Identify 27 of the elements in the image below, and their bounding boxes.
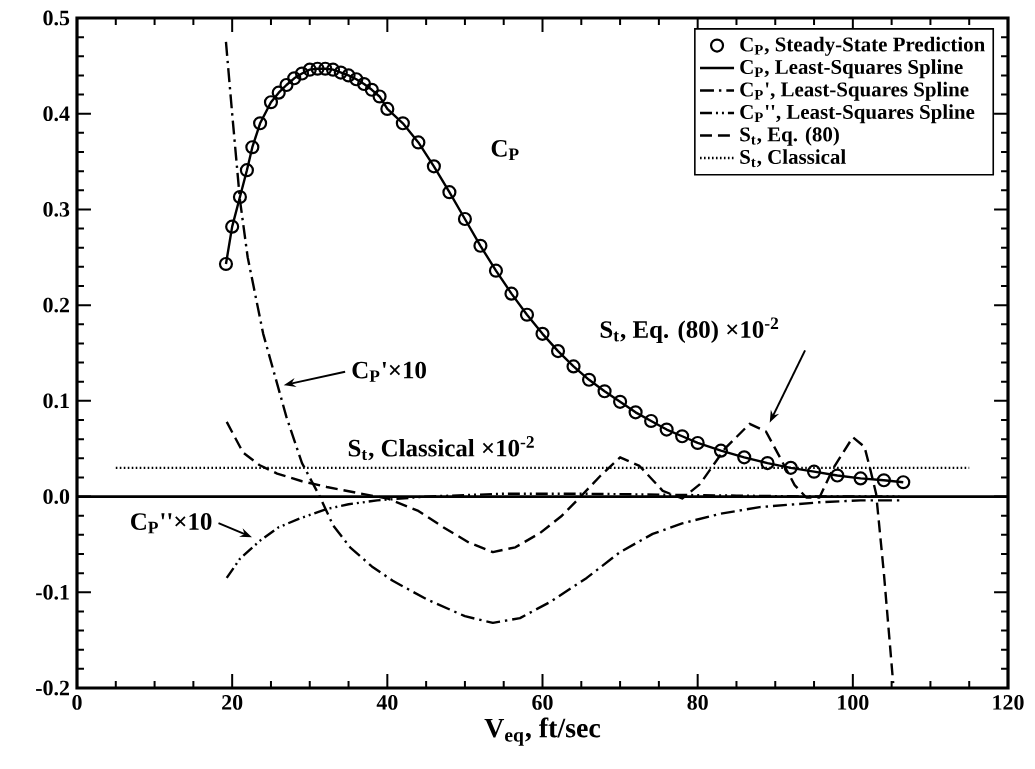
y-tick-label: 0.4 <box>43 106 70 122</box>
annotation: C$_{P}$''×10 <box>131 513 212 534</box>
x-tick-label: 40 <box>376 695 398 710</box>
y-tick-label: 0.5 <box>43 10 70 26</box>
annotation: S$_{t}$, Classical ×10$^{-2}$ <box>348 436 534 461</box>
legend-label: C$_{P}$, Least-Squares Spline <box>740 59 963 79</box>
legend-label: C$_{P}$'', Least-Squares Spline <box>740 104 975 124</box>
y-tick-label: 0.0 <box>43 489 70 505</box>
x-tick-label: 80 <box>687 695 708 710</box>
y-tick-label: 0.1 <box>43 393 69 409</box>
annotation: C$_{P}$'×10 <box>352 361 426 382</box>
x-axis-title: V$_{eq}$, ft/sec <box>484 717 601 746</box>
annotation: S$_{t}$, Eq. (80) ×10$^{-2}$ <box>600 317 779 343</box>
legend-label: S$_{t}$, Classical <box>740 149 846 168</box>
legend-label: C$_{P}$', Least-Squares Spline <box>740 81 969 101</box>
x-tick-label: 20 <box>222 695 243 710</box>
annotation: C$_{P}$ <box>491 139 519 161</box>
legend-label: C$_{P}$, Steady-State Prediction <box>740 36 985 56</box>
y-tick-label: -0.2 <box>36 680 69 696</box>
x-tick-label: 0 <box>72 695 82 710</box>
x-tick-label: 100 <box>838 695 869 710</box>
x-tick-label: 60 <box>532 695 553 710</box>
y-tick-label: -0.1 <box>36 584 69 600</box>
x-tick-label: 120 <box>993 695 1024 710</box>
y-tick-label: 0.3 <box>43 202 70 217</box>
legend-label: S$_{t}$, Eq. (80) <box>740 126 839 146</box>
y-tick-label: 0.2 <box>43 297 69 313</box>
